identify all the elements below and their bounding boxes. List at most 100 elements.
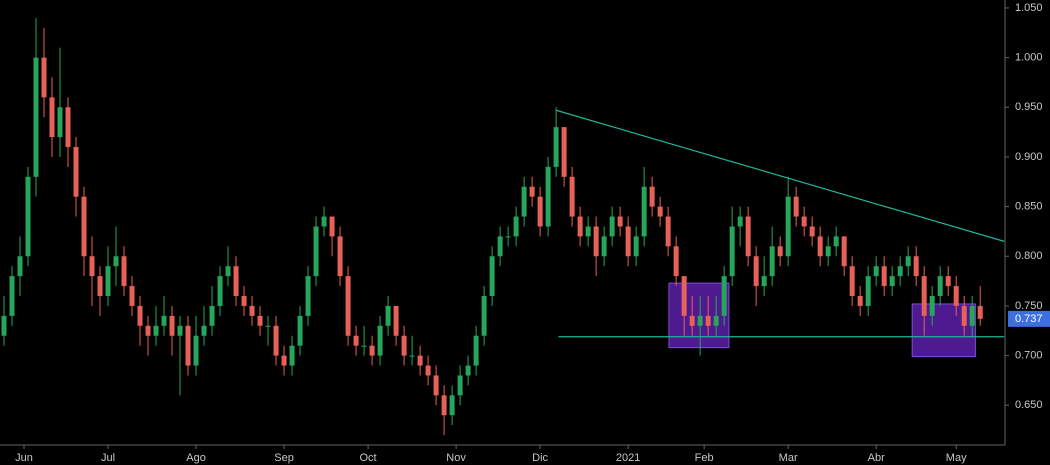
candle-body xyxy=(137,305,143,326)
y-tick-label: 0.850 xyxy=(1015,201,1043,213)
candle-body xyxy=(17,256,23,277)
candle-body xyxy=(457,375,463,396)
candle-body xyxy=(201,325,207,336)
last-price-label: 0.737 xyxy=(1015,313,1043,325)
candle-body xyxy=(153,325,159,336)
candle-body xyxy=(417,355,423,366)
candle-body xyxy=(937,276,943,297)
x-tick-label: Dic xyxy=(532,452,548,464)
candle-body xyxy=(169,315,175,336)
highlight-box xyxy=(668,282,730,349)
y-tick-label: 0.650 xyxy=(1015,399,1043,411)
candle-body xyxy=(9,276,15,316)
candle-body xyxy=(553,127,559,167)
x-tick-label: Oct xyxy=(360,452,377,464)
candle-body xyxy=(569,176,575,217)
candle-body xyxy=(729,226,735,277)
candle-body xyxy=(217,276,223,306)
candle-body xyxy=(713,315,719,326)
candle-body xyxy=(97,276,103,297)
candle-body xyxy=(777,246,783,257)
candle-body xyxy=(433,375,439,396)
candle-body xyxy=(913,256,919,277)
candle-body xyxy=(329,216,335,237)
candle-body xyxy=(769,246,775,277)
candle-body xyxy=(537,196,543,227)
candle-body xyxy=(785,196,791,257)
candle-body xyxy=(505,236,511,238)
candle-body xyxy=(633,236,639,257)
candle-body xyxy=(73,147,79,197)
y-tick-label: 0.750 xyxy=(1015,300,1043,312)
candle-body xyxy=(321,216,327,227)
candle-body xyxy=(241,296,247,306)
candle-body xyxy=(481,296,487,336)
candle-body xyxy=(1,315,7,336)
candle-body xyxy=(41,57,47,98)
candle-body xyxy=(833,236,839,247)
candle-body xyxy=(81,196,87,257)
candle-body xyxy=(897,266,903,277)
candle-body xyxy=(545,166,551,227)
candle-body xyxy=(313,226,319,277)
candle-body xyxy=(721,276,727,316)
x-tick-label: May xyxy=(946,452,967,464)
candle-body xyxy=(513,216,519,237)
candle-body xyxy=(737,216,743,227)
y-tick-label: 1.050 xyxy=(1015,2,1043,14)
last-price-tag xyxy=(1008,310,1050,327)
candle-body xyxy=(609,216,615,237)
candle-body xyxy=(617,216,623,227)
candle-body xyxy=(497,236,503,257)
candle-body xyxy=(961,305,967,326)
candle-body xyxy=(425,365,431,376)
candle-body xyxy=(665,216,671,247)
candle-body xyxy=(561,127,567,177)
candle-body xyxy=(297,315,303,346)
candle-body xyxy=(945,276,951,287)
candle-body xyxy=(289,345,295,366)
candle-body xyxy=(809,226,815,237)
candle-body xyxy=(441,395,447,416)
candle-body xyxy=(529,186,535,197)
candle-body xyxy=(209,305,215,326)
candle-body xyxy=(465,365,471,376)
x-tick-label: 2021 xyxy=(616,452,640,464)
candle-body xyxy=(673,246,679,277)
candle-body xyxy=(121,256,127,287)
candle-body xyxy=(697,315,703,326)
candle-body xyxy=(177,325,183,336)
x-tick-label: Jun xyxy=(15,452,33,464)
candle-body xyxy=(449,395,455,416)
candle-body xyxy=(305,276,311,316)
candle-body xyxy=(585,226,591,237)
candle-body xyxy=(593,226,599,257)
candle-body xyxy=(129,286,135,306)
candle-body xyxy=(385,305,391,326)
candle-body xyxy=(57,107,63,138)
candle-body xyxy=(705,315,711,326)
x-tick-label: Nov xyxy=(446,452,466,464)
candle-body xyxy=(225,266,231,277)
candle-body xyxy=(873,266,879,277)
x-tick-label: Sep xyxy=(274,452,294,464)
candle-body xyxy=(577,216,583,237)
candle-body xyxy=(849,266,855,297)
candle-body xyxy=(233,266,239,297)
x-tick-label: Jul xyxy=(101,452,115,464)
candle-body xyxy=(825,246,831,257)
y-tick-label: 0.800 xyxy=(1015,250,1043,262)
candle-body xyxy=(801,216,807,227)
candle-body xyxy=(25,176,31,257)
candle-body xyxy=(761,276,767,287)
candle-body xyxy=(521,186,527,217)
candle-body xyxy=(889,276,895,287)
candle-body xyxy=(393,305,399,336)
candle-body xyxy=(841,236,847,267)
candle-body xyxy=(105,266,111,297)
candle-body xyxy=(745,216,751,257)
candle-body xyxy=(953,286,959,306)
candle-body xyxy=(345,276,351,336)
candle-body xyxy=(369,345,375,356)
